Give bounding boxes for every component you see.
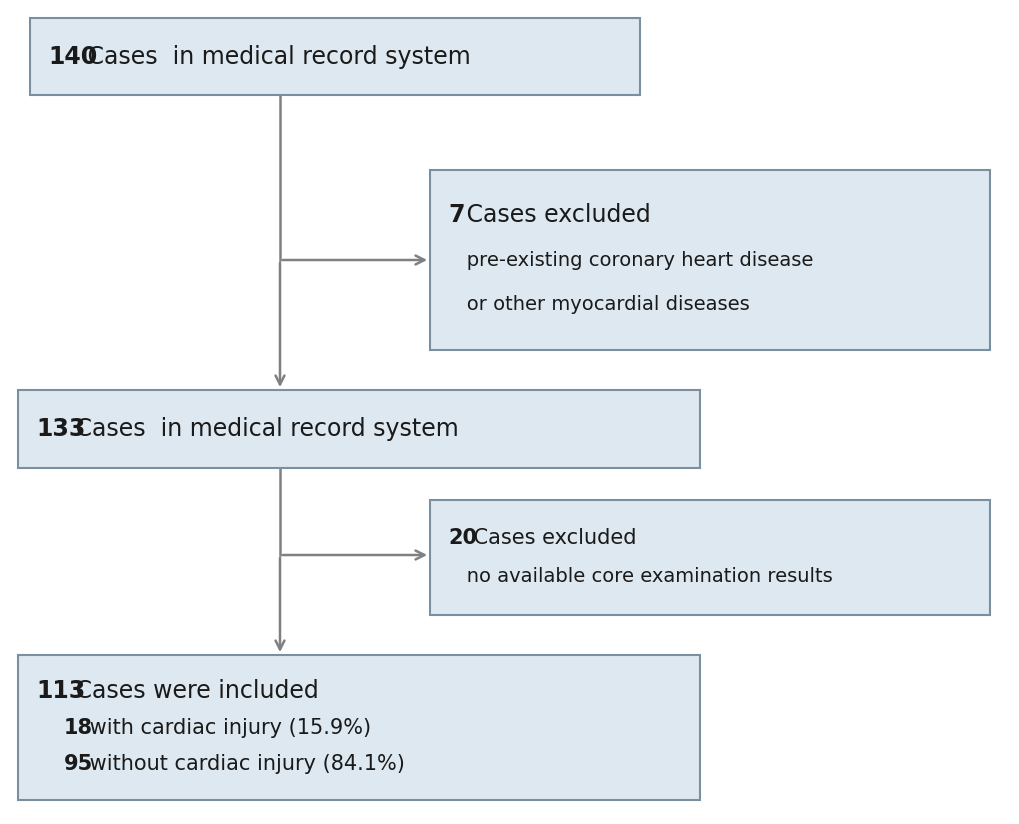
Bar xyxy=(430,500,989,615)
Text: Cases  in medical record system: Cases in medical record system xyxy=(67,417,458,441)
Text: 133: 133 xyxy=(36,417,86,441)
Text: without cardiac injury (84.1%): without cardiac injury (84.1%) xyxy=(83,754,405,774)
Bar xyxy=(18,390,699,468)
Text: with cardiac injury (15.9%): with cardiac injury (15.9%) xyxy=(83,718,370,737)
Text: 95: 95 xyxy=(64,754,93,774)
Text: or other myocardial diseases: or other myocardial diseases xyxy=(447,296,749,315)
Text: 20: 20 xyxy=(447,528,477,548)
Text: Cases excluded: Cases excluded xyxy=(459,203,650,227)
Text: 113: 113 xyxy=(36,679,86,703)
Text: 7: 7 xyxy=(447,203,464,227)
Text: 18: 18 xyxy=(64,718,93,737)
Text: Cases were included: Cases were included xyxy=(67,679,318,703)
Bar xyxy=(18,655,699,800)
Text: 140: 140 xyxy=(48,44,97,68)
Bar xyxy=(30,18,639,95)
Text: Cases excluded: Cases excluded xyxy=(466,528,636,548)
Bar xyxy=(430,170,989,350)
Text: Cases  in medical record system: Cases in medical record system xyxy=(79,44,470,68)
Text: no available core examination results: no available core examination results xyxy=(447,567,832,586)
Text: pre-existing coronary heart disease: pre-existing coronary heart disease xyxy=(447,250,812,269)
